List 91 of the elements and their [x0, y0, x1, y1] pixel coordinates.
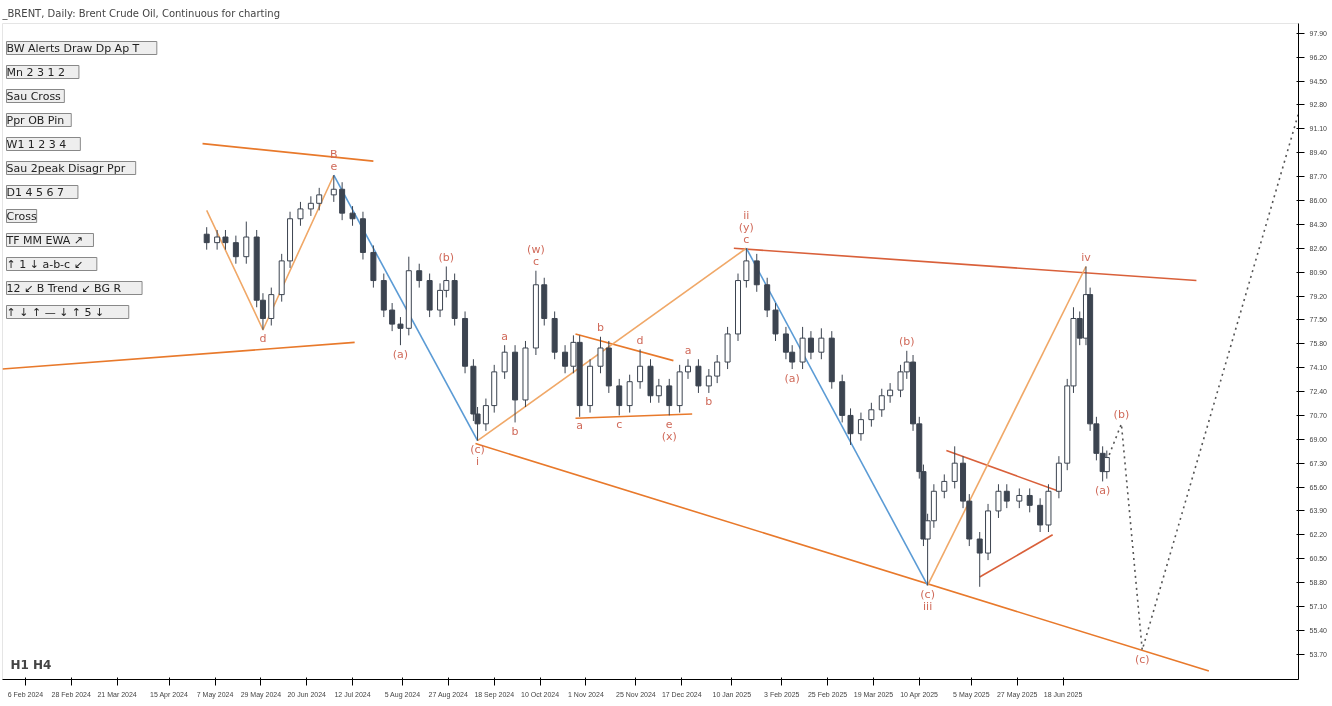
annotation: D1 4 5 6 7	[6, 185, 64, 199]
candlestick	[626, 374, 633, 414]
annotation: ↑ 1 ↓ a-b-c ↙	[6, 257, 83, 271]
candlestick	[637, 348, 644, 390]
candlestick	[397, 316, 404, 346]
candlestick	[743, 247, 750, 289]
candlestick	[857, 412, 864, 442]
annotation: (b)	[438, 251, 455, 265]
candlestick	[868, 402, 875, 428]
annotation: (c)	[920, 587, 935, 601]
annotation: TF MM EWA ↗	[5, 233, 83, 247]
annotation: Sau 2peak Disagr Ppr	[6, 161, 126, 175]
candlestick	[1026, 487, 1033, 513]
annotation: iv	[1081, 251, 1092, 265]
annotation: (c)	[1134, 652, 1150, 666]
candlestick	[349, 205, 356, 227]
candlestick	[1037, 497, 1044, 533]
annotation: b	[597, 321, 604, 335]
annotation: a	[576, 419, 584, 433]
candlestick	[655, 378, 662, 404]
candlestick	[705, 368, 712, 394]
annotation: Mn 2 3 1 2	[6, 65, 65, 79]
candlestick	[416, 263, 423, 289]
candlestick	[878, 388, 885, 418]
annotation: (a)	[1094, 483, 1111, 497]
candlestick	[714, 354, 721, 384]
candlestick	[1003, 483, 1010, 509]
candlestick	[995, 483, 1002, 519]
annotation: d	[636, 333, 644, 347]
candlestick	[695, 358, 702, 394]
annotation: a	[684, 343, 692, 357]
candlestick	[818, 327, 825, 360]
candlestick	[232, 235, 239, 265]
candlestick	[222, 229, 229, 251]
annotation: ii	[743, 208, 750, 222]
candlestick	[389, 302, 396, 332]
candlestick	[772, 302, 779, 342]
annotation: c	[743, 232, 750, 246]
annotation: b	[511, 424, 519, 438]
annotation: a	[501, 329, 509, 343]
candlestick	[339, 181, 346, 221]
candlestick	[307, 195, 314, 217]
candlestick	[268, 287, 275, 327]
annotation: i	[476, 455, 480, 469]
candlestick	[316, 187, 323, 211]
candlestick	[799, 326, 806, 370]
candlestick	[941, 473, 948, 499]
candlestick	[243, 221, 250, 265]
annotation: Sau Cross	[6, 89, 62, 103]
candlestick	[297, 201, 304, 227]
annotation: (a)	[392, 347, 409, 361]
annotation: (x)	[661, 429, 677, 443]
candlestick	[562, 344, 569, 374]
annotation: BW Alerts Draw Dp Ap T	[6, 41, 140, 55]
candlestick	[203, 226, 210, 251]
annotation: e	[330, 160, 338, 174]
candlestick	[1016, 487, 1023, 509]
annotation: (b)	[899, 335, 915, 349]
candlestick	[976, 531, 983, 588]
candlestick	[847, 407, 854, 446]
annotation: c	[532, 255, 539, 269]
annotation: e	[665, 418, 673, 432]
candlestick	[807, 330, 814, 360]
annotation: (c)	[470, 443, 485, 457]
candlestick	[616, 378, 623, 416]
candlestick	[1103, 450, 1110, 480]
candlestick	[685, 358, 692, 380]
annotation: b	[705, 395, 713, 409]
annotation: c	[616, 417, 623, 431]
annotation: ↑ ↓ ↑ — ↓ ↑ 5 ↓	[6, 305, 105, 319]
candlestick	[501, 344, 508, 380]
candlestick	[753, 253, 760, 293]
annotation: W1 1 2 3 4	[6, 137, 67, 151]
annotation: H1 H4	[10, 657, 52, 672]
chart-title: _BRENT, Daily: Brent Crude Oil, Continuous for charting	[1, 7, 280, 20]
candlestick	[951, 445, 958, 489]
annotation: Cross	[6, 209, 37, 223]
candlestick	[666, 378, 673, 416]
candlestick	[330, 174, 337, 203]
annotation: Ppr OB Pin	[6, 113, 65, 127]
annotation: d	[259, 332, 267, 346]
candlestick	[887, 382, 894, 404]
annotation: 12 ↙ B Trend ↙ BG R	[6, 281, 122, 295]
annotation: (w)	[527, 243, 545, 257]
candlestick	[214, 229, 221, 251]
annotation: (y)	[738, 220, 754, 234]
annotation: (b)	[1113, 408, 1130, 422]
annotation: iii	[923, 599, 933, 613]
candlestick	[597, 336, 604, 374]
annotation: (a)	[784, 371, 800, 385]
candlestick	[482, 398, 489, 432]
